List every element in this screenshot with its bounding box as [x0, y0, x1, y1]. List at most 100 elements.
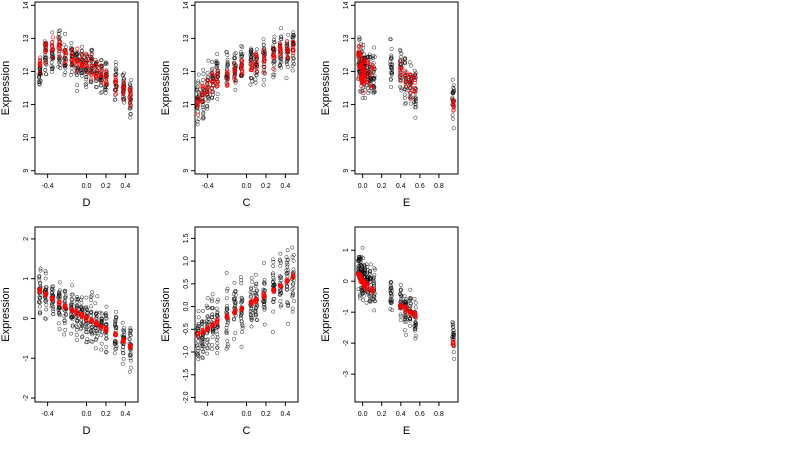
data-point-black — [56, 321, 61, 326]
x-tick-label: 0.0 — [242, 183, 252, 190]
data-point-black — [79, 295, 84, 300]
data-point-red — [412, 80, 418, 85]
data-point-black — [361, 42, 366, 47]
data-point-black — [210, 92, 215, 97]
data-point-black — [407, 60, 412, 65]
data-point-black — [225, 344, 230, 349]
data-point-black — [209, 315, 214, 320]
data-point-red — [37, 287, 42, 292]
data-point-black — [291, 42, 295, 47]
data-point-black — [277, 293, 282, 298]
data-point-black — [451, 332, 456, 337]
data-point-black — [232, 317, 237, 322]
data-point-black — [233, 51, 238, 56]
data-point-black — [88, 330, 93, 335]
data-point-red — [278, 45, 283, 50]
data-point-black — [390, 308, 395, 313]
data-point-black — [367, 52, 372, 57]
data-point-black — [89, 339, 93, 344]
data-point-black — [254, 47, 259, 52]
data-point-black — [240, 322, 245, 327]
scatter-panel-2-3: 0.0 0.2 0.4 0.6 0.8 -3 -2 -1 0 1 E Expression — [320, 226, 459, 437]
data-point-black — [84, 53, 88, 57]
data-point-black — [99, 341, 104, 346]
data-point-black — [224, 50, 229, 54]
data-point-black — [70, 283, 75, 288]
data-point-black — [291, 252, 296, 257]
data-point-black — [451, 83, 456, 87]
data-point-black — [253, 293, 258, 297]
data-point-red — [62, 48, 67, 53]
data-point-black — [451, 350, 456, 355]
data-point-red — [200, 327, 205, 332]
data-point-black — [112, 341, 117, 346]
data-point-black — [74, 51, 79, 56]
data-point-red — [74, 311, 79, 316]
data-point-black — [412, 296, 417, 301]
data-point-black — [74, 327, 79, 332]
data-point-black — [84, 72, 89, 77]
data-point-black — [43, 316, 48, 321]
data-point-red — [271, 55, 276, 60]
data-point-black — [249, 315, 254, 320]
data-point-black — [253, 77, 258, 82]
data-point-black — [214, 61, 219, 66]
data-point-red — [99, 79, 104, 85]
data-point-red — [120, 339, 125, 344]
data-point-black — [37, 309, 42, 314]
data-point-black — [357, 259, 361, 264]
data-point-red — [80, 64, 85, 69]
data-point-red — [271, 66, 276, 71]
y-tick-label: 13 — [343, 34, 350, 42]
data-point-red — [278, 51, 283, 57]
data-point-red — [38, 55, 43, 60]
scatter-panel-1-1: -0.4 0.0 0.2 0.4 9 10 11 12 13 14 D Expression — [0, 1, 139, 209]
data-point-black — [51, 309, 56, 314]
data-point-black — [120, 320, 125, 325]
data-point-black — [43, 316, 48, 321]
data-point-red — [50, 47, 55, 52]
data-point-black — [121, 325, 126, 330]
data-point-black — [44, 72, 49, 77]
data-point-black — [50, 290, 54, 294]
data-point-black — [373, 267, 377, 272]
data-point-black — [371, 279, 376, 284]
data-point-black — [398, 318, 403, 323]
data-point-black — [73, 66, 78, 71]
data-point-black — [390, 62, 395, 67]
data-point-red — [121, 90, 126, 95]
data-point-black — [210, 95, 215, 100]
data-point-black — [80, 335, 84, 340]
data-point-black — [286, 321, 291, 326]
data-point-black — [450, 77, 455, 82]
data-point-black — [51, 307, 56, 312]
data-point-black — [363, 95, 367, 100]
data-point-black — [389, 55, 394, 60]
y-tick-label: 0.5 — [183, 279, 190, 289]
data-point-red — [232, 70, 237, 75]
data-point-black — [371, 76, 376, 81]
data-point-black — [240, 45, 245, 50]
x-tick-label: -0.4 — [202, 411, 214, 418]
data-point-black — [57, 60, 62, 65]
data-point-black — [79, 300, 84, 305]
data-point-red — [128, 103, 133, 108]
data-point-black — [201, 67, 206, 72]
data-point-red — [43, 291, 49, 296]
y-tick-label: -1 — [343, 309, 350, 315]
data-point-black — [413, 300, 418, 305]
data-point-red — [285, 46, 290, 52]
data-point-black — [262, 260, 266, 265]
data-point-red — [253, 52, 258, 57]
data-point-black — [413, 96, 418, 101]
data-point-black — [205, 305, 210, 310]
data-point-black — [249, 324, 254, 329]
data-point-black — [270, 330, 275, 334]
scatter-panel-2-1: -0.4 0.0 0.2 0.4 -2 -1 0 1 2 D Expression — [0, 226, 139, 437]
data-point-black — [214, 306, 219, 311]
data-point-black — [398, 57, 403, 62]
data-point-black — [89, 310, 94, 315]
data-point-black — [224, 331, 229, 336]
data-point-black — [402, 294, 407, 299]
data-point-red — [365, 78, 370, 83]
